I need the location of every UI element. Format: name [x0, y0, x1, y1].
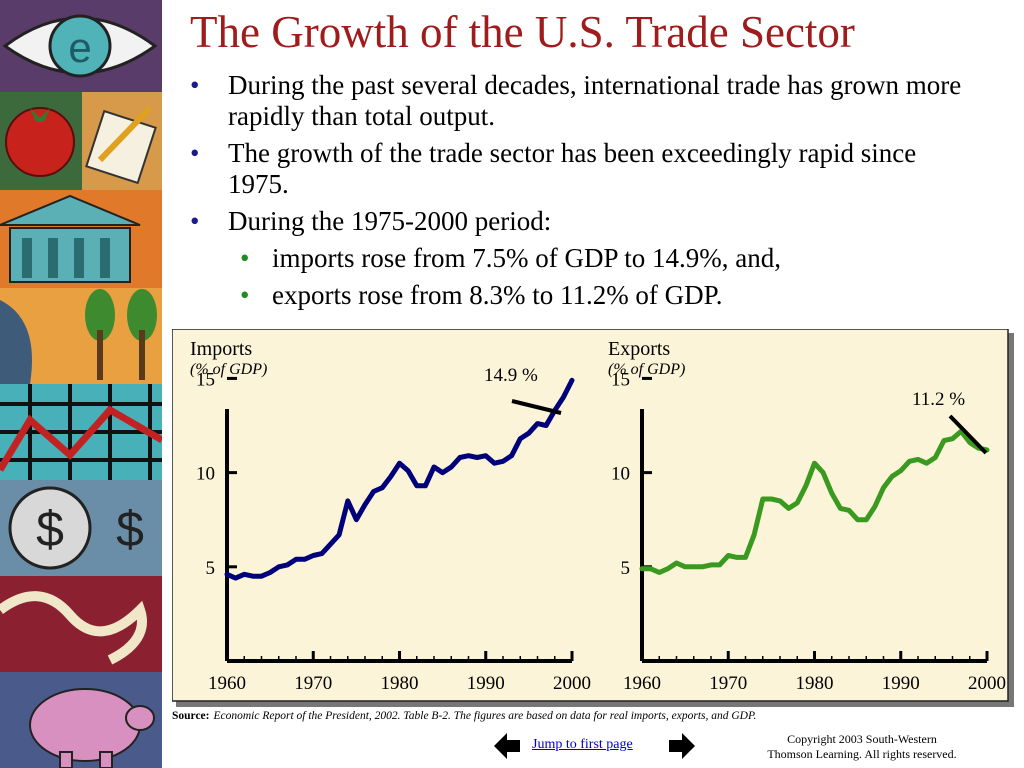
imports-y-tick-label: 5: [206, 558, 216, 579]
imports-y-tick-label: 15: [196, 369, 215, 390]
bullet-text: The growth of the trade sector has been …: [228, 138, 917, 199]
bullet-item: • During the past several decades, intern…: [190, 70, 980, 132]
imports-x-tick-label: 2000: [553, 673, 591, 694]
eye-icon: e: [0, 0, 162, 92]
grid-chart-icon: [0, 384, 162, 480]
exports-x-tick-label: 1980: [796, 673, 834, 694]
imports-x-tick-label: 1970: [294, 673, 332, 694]
bullet-item: • During the 1975-2000 period:: [190, 206, 980, 237]
source-note: Source: Economic Report of the President,…: [172, 710, 756, 722]
exports-chart-title: Exports: [608, 338, 670, 360]
copyright-line: Thomson Learning. All rights reserved.: [767, 747, 957, 761]
imports-x-tick-label: 1990: [467, 673, 505, 694]
next-slide-arrow-icon[interactable]: [669, 733, 695, 759]
piggy-bank-icon: [0, 672, 162, 768]
exports-chart: Exports (% of GDP) 5 10 15 1960 1970 1980 1990…: [608, 338, 1006, 694]
imports-chart-title: Imports: [190, 338, 252, 360]
exports-y-tick-label: 5: [621, 558, 631, 579]
imports-x-tick-label: 1980: [381, 673, 419, 694]
imports-chart-subtitle: (% of GDP): [190, 361, 267, 378]
svg-text:$: $: [116, 501, 144, 557]
imports-axes: 5 10 15 1960 1970 1980 1990 2000: [196, 369, 591, 694]
imports-y-tick-label: 10: [196, 464, 215, 485]
imports-line-series: [224, 377, 575, 581]
decorative-sidebar-art: e $: [0, 0, 162, 768]
bullet-text: During the past several decades, interna…: [228, 70, 962, 131]
exports-y-tick-label: 15: [611, 369, 630, 390]
exports-chart-subtitle: (% of GDP): [608, 361, 685, 378]
trees-icon: [0, 288, 162, 384]
exports-line-series: [639, 428, 990, 575]
bullet-marker: •: [240, 280, 250, 310]
imports-chart: Imports (% of GDP) 5 10 15 1960 1970 1980 1990…: [190, 338, 591, 694]
copyright-notice: Copyright 2003 South-Western Thomson Lea…: [742, 732, 982, 762]
bank-building-icon: [0, 190, 162, 288]
imports-x-tick-label: 1960: [208, 673, 246, 694]
imports-annotation-leader: [511, 399, 562, 415]
chart-panel-background: [172, 329, 1009, 702]
exports-x-tick-label: 1990: [882, 673, 920, 694]
slide-title: The Growth of the U.S. Trade Sector: [190, 7, 855, 57]
svg-text:e: e: [68, 24, 91, 71]
exports-x-tick-label: 2000: [968, 673, 1006, 694]
bullet-text: imports rose from 7.5% of GDP to 14.9%, …: [272, 243, 781, 273]
bullet-marker: •: [190, 206, 200, 236]
imports-series-line: [224, 377, 575, 581]
bullet-marker: •: [190, 138, 200, 168]
copyright-line: Copyright 2003 South-Western: [787, 732, 937, 746]
sub-bullet-item: • exports rose from 8.3% to 11.2% of GDP.: [190, 280, 980, 311]
bullet-list: • During the past several decades, intern…: [190, 70, 980, 317]
bullet-text: During the 1975-2000 period:: [228, 206, 552, 236]
source-label: Source:: [172, 710, 210, 722]
exports-series-line: [639, 428, 990, 575]
paper-pencil-icon: [82, 92, 162, 190]
svg-text:$: $: [36, 501, 64, 557]
exports-axes: 5 10 15 1960 1970 1980 1990 2000: [611, 369, 1006, 694]
exports-y-tick-label: 10: [611, 464, 630, 485]
tomato-icon: [0, 92, 82, 190]
exports-x-tick-label: 1970: [709, 673, 747, 694]
imports-annotation-label: 14.9 %: [484, 365, 538, 386]
exports-x-tick-label: 1960: [623, 673, 661, 694]
rope-icon: [0, 576, 162, 672]
source-text: Economic Report of the President, 2002. …: [213, 710, 757, 722]
exports-annotation-label: 11.2 %: [912, 389, 965, 410]
bullet-item: • The growth of the trade sector has been…: [190, 138, 980, 200]
bullet-text: exports rose from 8.3% to 11.2% of GDP.: [272, 280, 723, 310]
previous-slide-arrow-icon[interactable]: [494, 733, 520, 759]
jump-to-first-page-link[interactable]: Jump to first page: [532, 737, 633, 752]
trade-charts-panel: Imports (% of GDP) 5 10 15 1960 1970 1980 1990…: [172, 329, 1014, 707]
sub-bullet-item: • imports rose from 7.5% of GDP to 14.9%,…: [190, 243, 980, 274]
bullet-marker: •: [190, 70, 200, 100]
dollar-coin-icon: $ $: [0, 480, 162, 576]
exports-annotation-leader: [948, 414, 988, 455]
bullet-marker: •: [240, 243, 250, 273]
